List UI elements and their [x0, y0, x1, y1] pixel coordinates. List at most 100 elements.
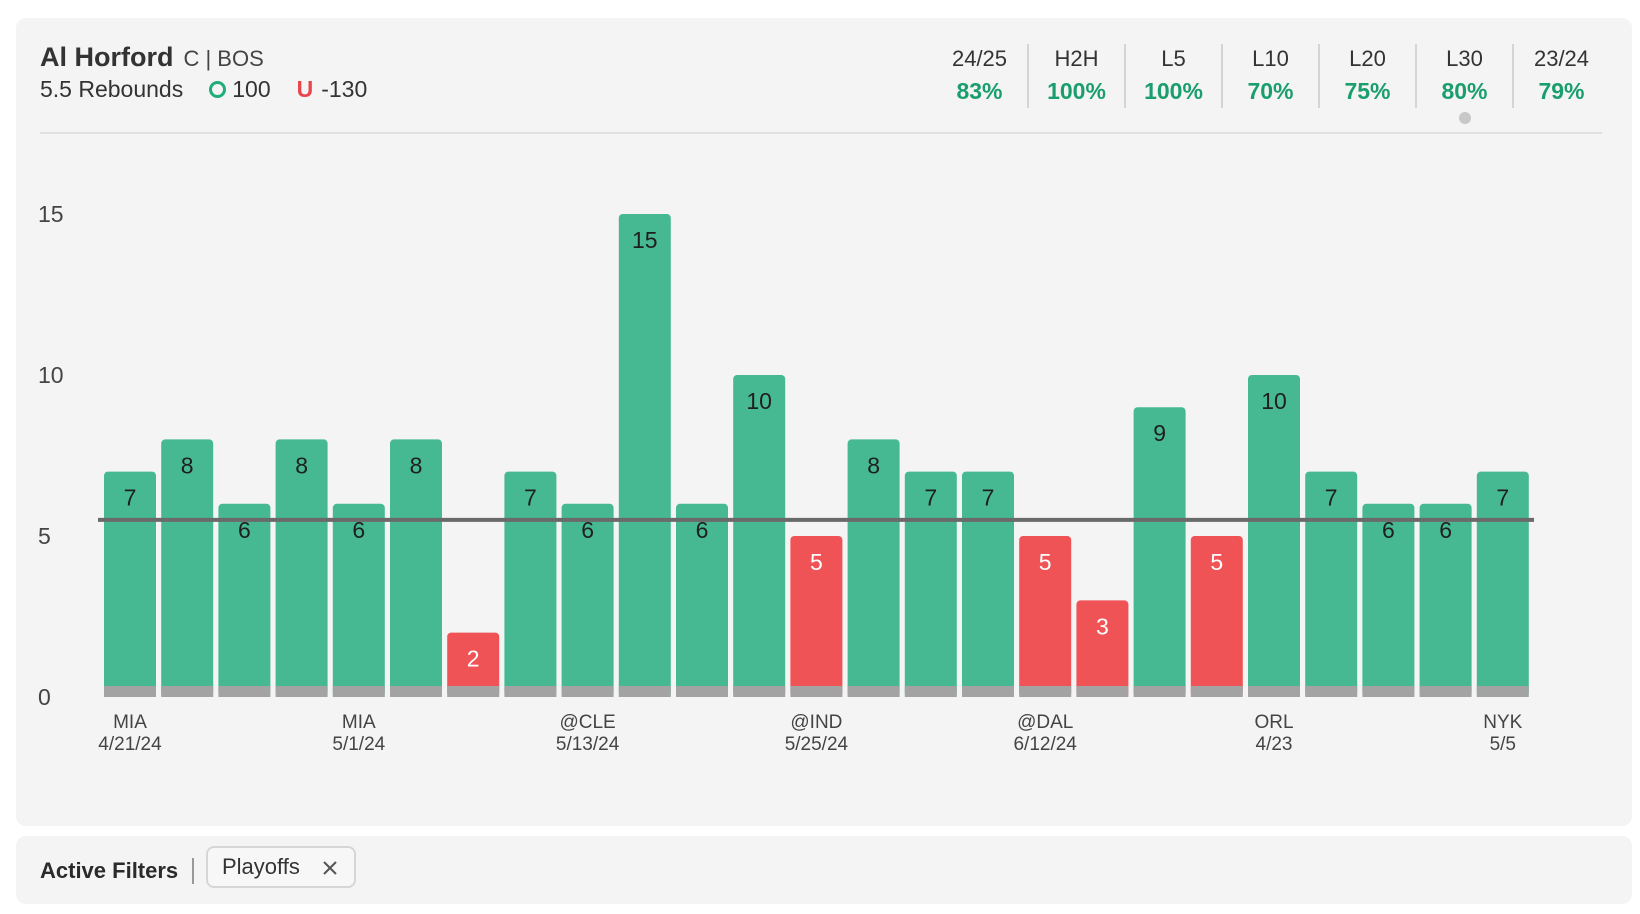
stat-l20[interactable]: L20 75% — [1318, 44, 1415, 108]
bar-value-label: 7 — [924, 485, 937, 511]
bar-base — [1248, 686, 1300, 697]
selected-indicator-dot — [1458, 112, 1471, 124]
bar-value-label: 6 — [1382, 517, 1395, 543]
under-odds: -130 — [321, 76, 368, 102]
bar-value-label: 10 — [1261, 388, 1287, 414]
x-tick-opponent: @IND — [790, 712, 842, 733]
over-odds: 100 — [232, 76, 271, 102]
bar-value-label: 8 — [181, 452, 194, 478]
stat-value: 79% — [1538, 78, 1585, 104]
bar-base — [904, 686, 957, 697]
bar — [275, 439, 328, 697]
bar-value-label: 5 — [810, 549, 823, 575]
stat-l30[interactable]: L30 80% — [1415, 44, 1512, 124]
prop-line: 5.5 Rebounds 100 U -130 — [40, 76, 367, 103]
player-header: Al Horford C | BOS — [40, 42, 264, 73]
stat-label: L30 — [1446, 46, 1483, 71]
bar-value-label: 7 — [1325, 485, 1338, 511]
bar-base — [447, 686, 500, 697]
stat-value: 70% — [1247, 78, 1294, 104]
x-tick-date: 5/13/24 — [556, 734, 620, 755]
stat-value: 100% — [1047, 78, 1106, 104]
bar-value-label: 6 — [238, 517, 251, 543]
bar — [790, 536, 843, 697]
bar — [1248, 375, 1300, 697]
stat-label: 24/25 — [951, 46, 1008, 71]
bar — [1476, 471, 1529, 697]
bar-base — [561, 686, 614, 697]
y-tick-label: 5 — [38, 523, 51, 549]
bar-base — [790, 686, 843, 697]
x-tick-opponent: @CLE — [559, 712, 615, 733]
active-filters-bar: Active Filters Playoffs — [16, 836, 1632, 904]
bar-base — [618, 686, 671, 697]
under-label: U — [296, 76, 314, 102]
bar-base — [218, 686, 271, 697]
bar — [847, 439, 900, 697]
hit-rate-stats: 24/25 83% H2H 100% L5 100% L10 70% L20 7… — [932, 44, 1609, 124]
bar-base — [1419, 686, 1472, 697]
stat-24-25[interactable]: 24/25 83% — [932, 44, 1027, 108]
bar-base — [104, 686, 156, 697]
bar — [904, 471, 957, 697]
bar-base — [962, 686, 1014, 697]
bar-value-label: 6 — [1439, 517, 1452, 543]
x-tick-date: 5/1/24 — [332, 734, 385, 755]
bar — [1019, 536, 1072, 697]
bar-base — [390, 686, 442, 697]
x-tick-date: 5/5 — [1490, 734, 1516, 755]
bar — [104, 471, 156, 697]
bar — [1305, 471, 1358, 697]
filter-chip-label: Playoffs — [222, 854, 300, 879]
prop-label: 5.5 Rebounds — [40, 76, 184, 102]
x-tick-date: 5/25/24 — [785, 734, 849, 755]
stat-l5[interactable]: L5 100% — [1124, 44, 1221, 108]
close-icon[interactable] — [320, 858, 340, 878]
bar-value-label: 7 — [982, 485, 995, 511]
stat-value: 83% — [956, 78, 1003, 104]
bar — [676, 503, 728, 697]
bar-value-label: 5 — [1039, 549, 1052, 575]
header-divider — [40, 132, 1602, 134]
bar-value-label: 8 — [867, 452, 880, 478]
bar-base — [1190, 686, 1243, 697]
bar-base — [676, 686, 728, 697]
bar-value-label: 8 — [295, 452, 308, 478]
stat-23-24[interactable]: 23/24 79% — [1512, 44, 1609, 108]
x-tick-date: 4/23 — [1256, 734, 1293, 755]
filter-chip-playoffs[interactable]: Playoffs — [206, 846, 356, 888]
bar-value-label: 10 — [746, 388, 772, 414]
bar-base — [1076, 686, 1129, 697]
stat-label: L10 — [1252, 46, 1289, 71]
bar — [561, 503, 614, 697]
stat-h2h[interactable]: H2H 100% — [1027, 44, 1124, 108]
bar — [447, 632, 500, 697]
bar-value-label: 15 — [632, 227, 658, 253]
bar-base — [332, 686, 385, 697]
active-filters-title: Active Filters — [40, 858, 179, 883]
y-tick-label: 10 — [38, 362, 64, 388]
bar-base — [1019, 686, 1072, 697]
bar-base — [1362, 686, 1415, 697]
bar-value-label: 7 — [524, 485, 537, 511]
bar-base — [847, 686, 900, 697]
bar — [962, 471, 1014, 697]
stat-label: L5 — [1161, 46, 1186, 71]
bar-value-label: 7 — [124, 485, 137, 511]
player-meta: C | BOS — [183, 46, 264, 71]
stat-value: 80% — [1441, 78, 1488, 104]
bar — [618, 214, 671, 697]
stat-l10[interactable]: L10 70% — [1221, 44, 1318, 108]
over-circle-icon — [209, 81, 227, 98]
bar-value-label: 9 — [1153, 420, 1166, 446]
bar — [1076, 600, 1129, 697]
bar — [1190, 536, 1243, 697]
x-tick-opponent: MIA — [113, 712, 147, 733]
bar-value-label: 8 — [410, 452, 423, 478]
bar-value-label: 2 — [467, 646, 480, 672]
bar-base — [504, 686, 557, 697]
bar-value-label: 6 — [696, 517, 709, 543]
x-tick-opponent: NYK — [1483, 712, 1522, 733]
stat-value: 100% — [1144, 78, 1203, 104]
